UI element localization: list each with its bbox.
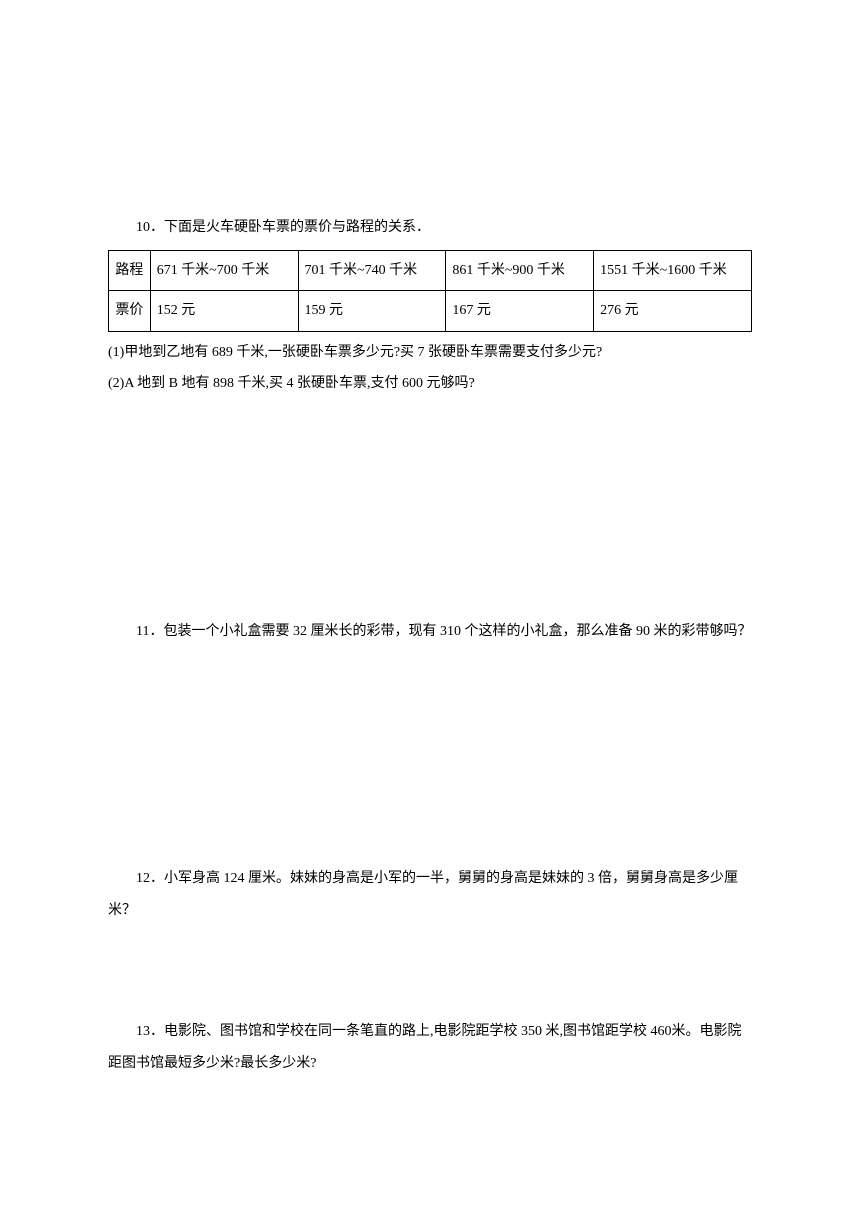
fare-table: 路程 671 千米~700 千米 701 千米~740 千米 861 千米~90… (108, 250, 752, 333)
price-cell-2: 159 元 (298, 291, 446, 332)
q10-sub1: (1)甲地到乙地有 689 千米,一张硬卧车票多少元?买 7 张硬卧车票需要支付… (108, 340, 752, 367)
q12-text: 12．小军身高 124 厘米。妹妹的身高是小军的一半，舅舅的身高是妹妹的 3 倍… (108, 863, 752, 927)
price-cell-3: 167 元 (446, 291, 594, 332)
q10-sub2: (2)A 地到 B 地有 898 千米,买 4 张硬卧车票,支付 600 元够吗… (108, 371, 752, 398)
spacer (108, 401, 752, 616)
distance-cell-3: 861 千米~900 千米 (446, 250, 594, 291)
q13-text: 13．电影院、图书馆和学校在同一条笔直的路上,电影院距学校 350 米,图书馆距… (108, 1016, 752, 1080)
table-row: 路程 671 千米~700 千米 701 千米~740 千米 861 千米~90… (109, 250, 752, 291)
price-cell-4: 276 元 (594, 291, 752, 332)
table-row: 票价 152 元 159 元 167 元 276 元 (109, 291, 752, 332)
spacer (108, 931, 752, 1016)
spacer (108, 653, 752, 863)
price-cell-1: 152 元 (150, 291, 298, 332)
row-header-distance: 路程 (109, 250, 151, 291)
row-header-price: 票价 (109, 291, 151, 332)
distance-cell-2: 701 千米~740 千米 (298, 250, 446, 291)
q11-text: 11．包装一个小礼盒需要 32 厘米长的彩带，现有 310 个这样的小礼盒，那么… (108, 616, 752, 648)
distance-cell-4: 1551 千米~1600 千米 (594, 250, 752, 291)
distance-cell-1: 671 千米~700 千米 (150, 250, 298, 291)
q10-intro: 10．下面是火车硬卧车票的票价与路程的关系． (108, 215, 752, 242)
